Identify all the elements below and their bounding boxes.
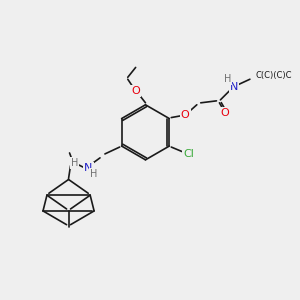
Text: O: O xyxy=(181,110,189,120)
Text: C(C)(C)C: C(C)(C)C xyxy=(256,71,292,80)
Text: H: H xyxy=(90,169,98,178)
Text: H: H xyxy=(224,74,231,84)
Text: O: O xyxy=(131,86,140,96)
Text: H: H xyxy=(71,158,78,168)
Text: Cl: Cl xyxy=(184,149,194,159)
Text: N: N xyxy=(230,82,238,92)
Text: N: N xyxy=(84,163,92,173)
Text: O: O xyxy=(220,108,229,118)
